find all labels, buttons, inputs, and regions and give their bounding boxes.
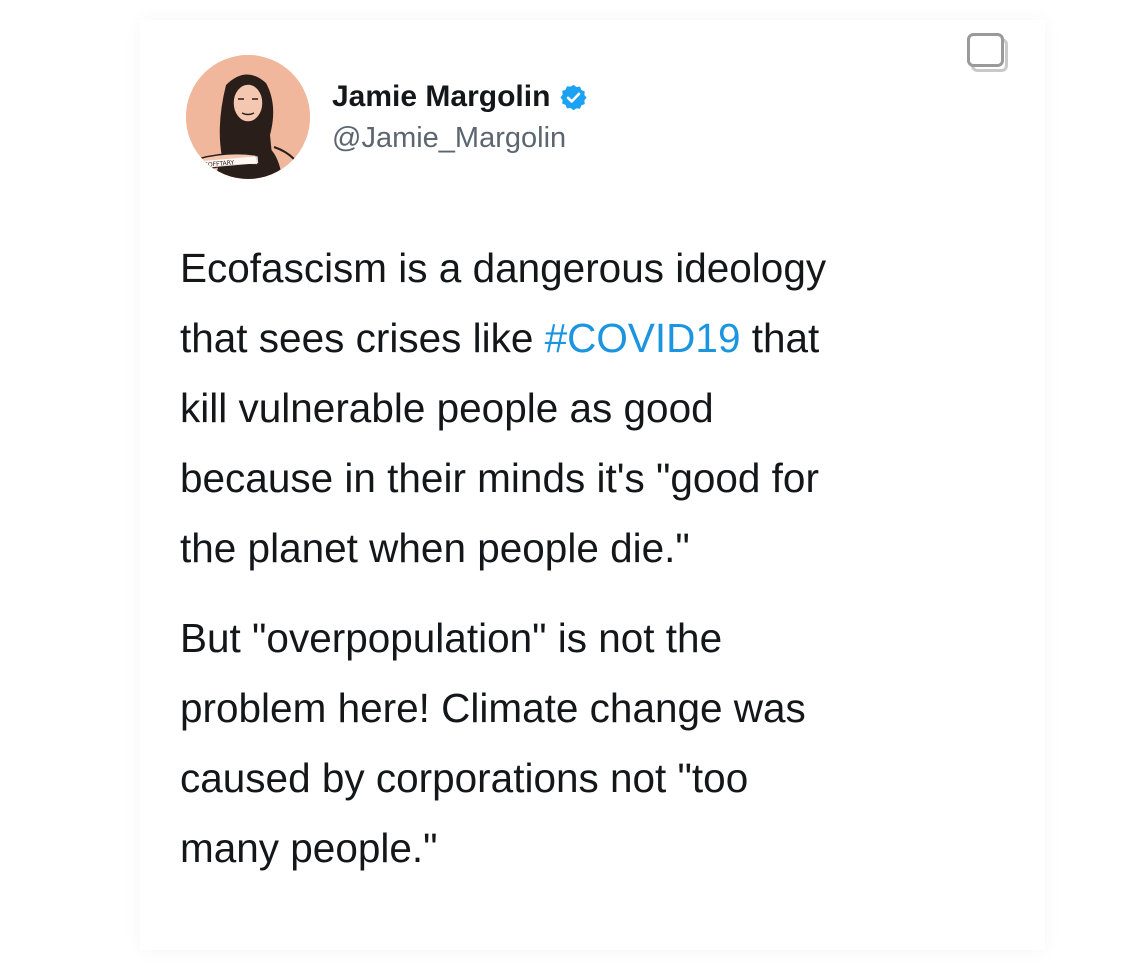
avatar-sign-text: SOFFTARY	[204, 159, 235, 169]
tweet-line: many people."	[180, 825, 438, 871]
hashtag-link[interactable]: #COVID19	[544, 315, 741, 361]
avatar[interactable]: SOFFTARY	[186, 55, 310, 179]
tweet-line: that sees crises like #COVID19 that	[180, 303, 1040, 373]
tweet-paragraph-2: But "overpopulation" is not the problem …	[180, 603, 1040, 883]
tweet-paragraph-1: Ecofascism is a dangerous ideology that …	[180, 233, 1040, 583]
tweet-body: Ecofascism is a dangerous ideology that …	[180, 233, 1040, 883]
tweet-text-segment: that	[740, 315, 820, 361]
tweet-line: But "overpopulation" is not the	[180, 615, 723, 661]
tweet-line: Ecofascism is a dangerous ideology	[180, 245, 827, 291]
tweet-line: kill vulnerable people as good	[180, 385, 714, 431]
author-handle[interactable]: @Jamie_Margolin	[332, 122, 567, 154]
author-display-name[interactable]: Jamie Margolin	[332, 80, 588, 114]
tweet-line: because in their minds it's "good for	[180, 455, 819, 501]
square-select-icon[interactable]	[967, 33, 1011, 73]
tweet-line: the planet when people die."	[180, 525, 690, 571]
tweet-text-segment: that sees crises like	[180, 315, 545, 361]
display-name-text: Jamie Margolin	[332, 80, 551, 113]
verified-badge-icon	[559, 83, 588, 112]
tweet-card	[140, 20, 1045, 950]
tweet-line: problem here! Climate change was	[180, 685, 806, 731]
avatar-illustration-icon: SOFFTARY	[186, 55, 310, 179]
tweet-line: caused by corporations not "too	[180, 755, 749, 801]
